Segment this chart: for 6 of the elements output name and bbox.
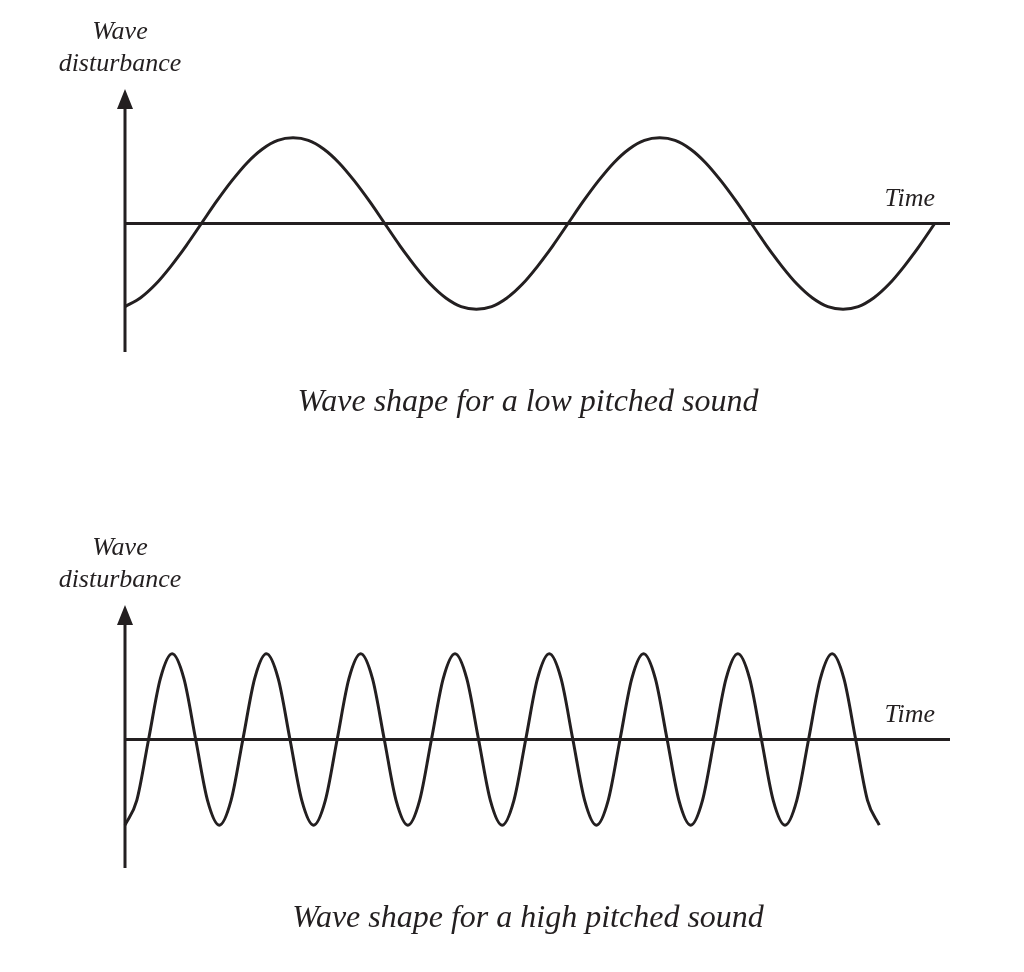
x-axis-title: Time bbox=[884, 698, 935, 728]
y-axis-title: Wave disturbance bbox=[58, 16, 182, 77]
y-axis-title: Wave disturbance bbox=[58, 532, 182, 593]
text: Wave shape for a low pitched sound bbox=[296, 382, 760, 419]
text: Wave shape for a high pitched sound bbox=[291, 898, 765, 935]
x-axis-title: Time bbox=[884, 182, 935, 212]
